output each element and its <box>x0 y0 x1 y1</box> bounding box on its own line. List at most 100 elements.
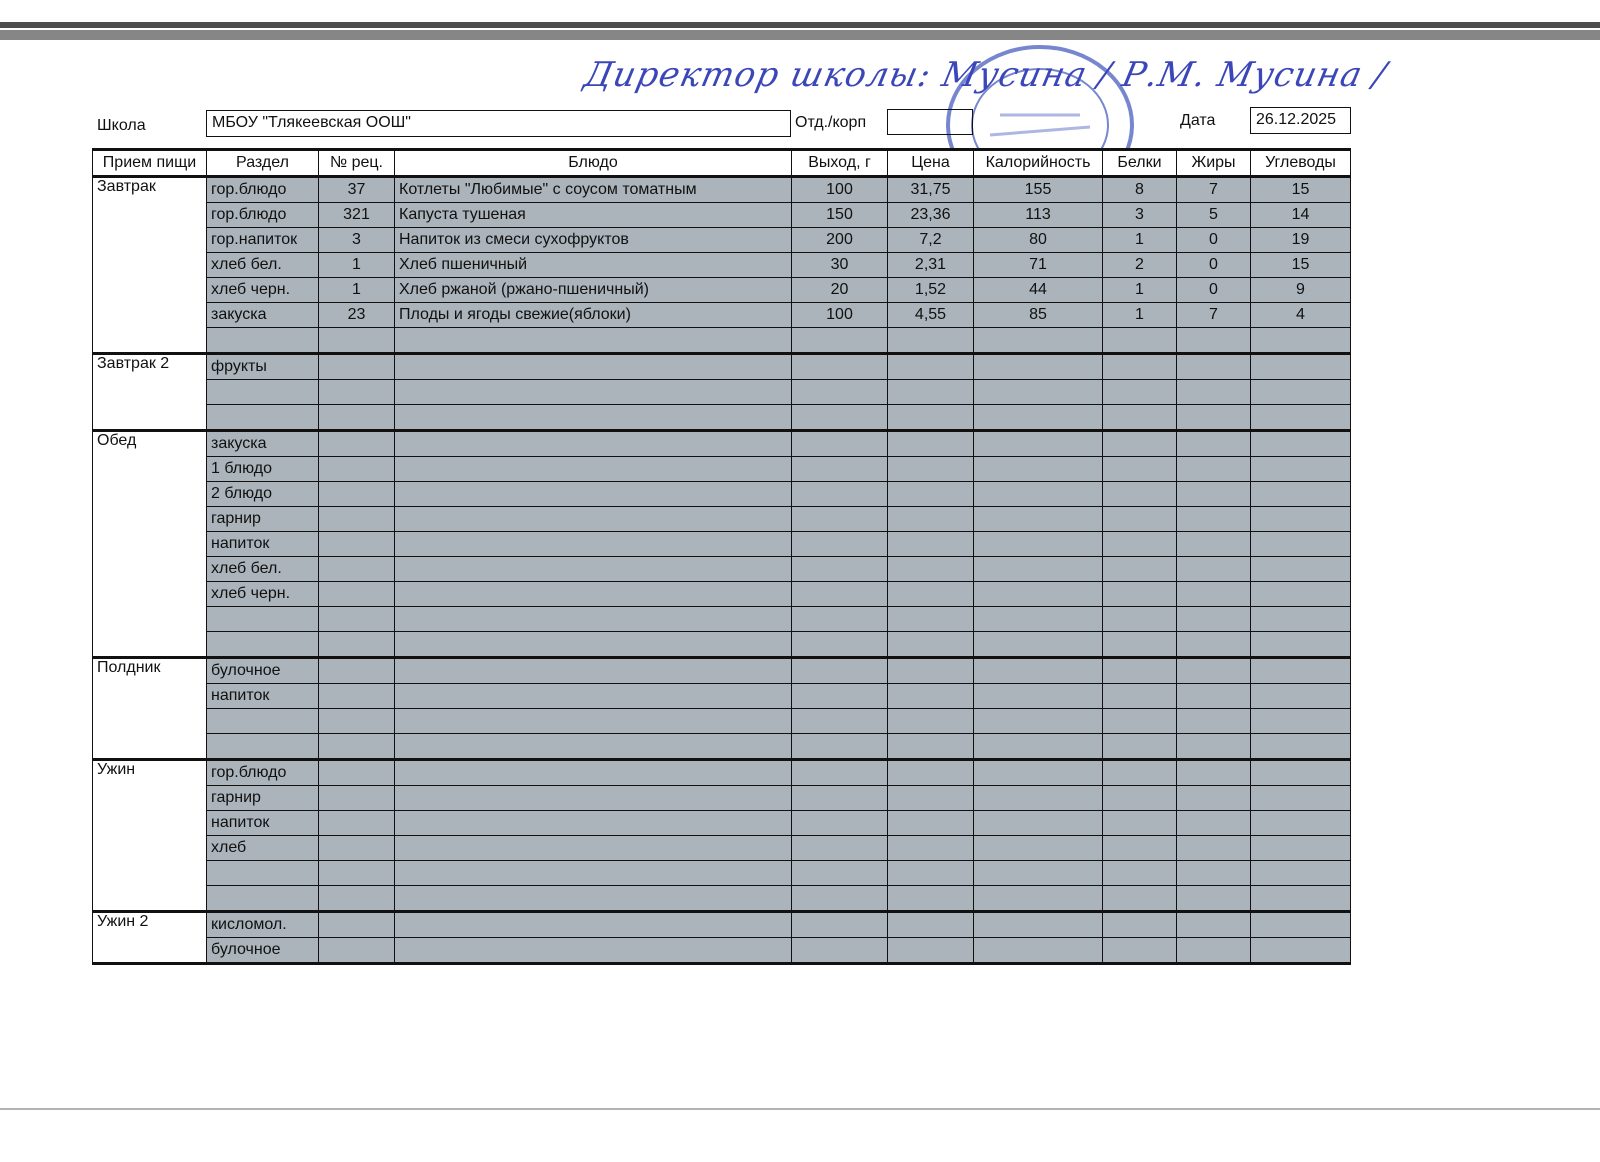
fat-cell: 5 <box>1176 202 1251 228</box>
carbs-cell: 15 <box>1250 176 1351 203</box>
fat-cell <box>1176 404 1251 432</box>
price-cell <box>887 657 974 684</box>
carbs-cell <box>1250 430 1351 457</box>
carbs-cell <box>1250 606 1351 632</box>
dish-cell <box>394 353 792 380</box>
table-row: 2 блюдо <box>93 481 1351 507</box>
dish-cell: Плоды и ягоды свежие(яблоки) <box>394 302 792 328</box>
dish-cell <box>394 456 792 482</box>
carbs-cell <box>1250 937 1351 965</box>
dish-cell: Хлеб ржаной (ржано-пшеничный) <box>394 277 792 303</box>
dish-cell <box>394 404 792 432</box>
carbs-cell <box>1250 379 1351 405</box>
price-cell <box>887 835 974 861</box>
table-row: хлеб <box>93 835 1351 861</box>
protein-cell <box>1102 885 1177 913</box>
dish-cell <box>394 708 792 734</box>
fat-cell <box>1176 759 1251 786</box>
dept-field[interactable] <box>887 109 973 135</box>
column-header-yield: Выход, г <box>791 148 888 178</box>
price-cell <box>887 860 974 886</box>
yield-cell <box>791 353 888 380</box>
fat-cell <box>1176 327 1251 355</box>
calories-cell <box>973 404 1103 432</box>
protein-cell <box>1102 379 1177 405</box>
recipe-no-cell: 1 <box>318 277 395 303</box>
recipe-no-cell <box>318 379 395 405</box>
table-row: 1 блюдо <box>93 456 1351 482</box>
meal-cell: Ужин 2 <box>92 911 207 965</box>
table-row: напиток <box>93 683 1351 709</box>
calories-cell <box>973 481 1103 507</box>
recipe-no-cell <box>318 404 395 432</box>
calories-cell <box>973 683 1103 709</box>
section-cell <box>206 379 319 405</box>
recipe-no-cell <box>318 481 395 507</box>
table-row: гарнир <box>93 785 1351 811</box>
dish-cell <box>394 531 792 557</box>
carbs-cell <box>1250 885 1351 913</box>
table-row: Обед закуска <box>92 430 1351 659</box>
protein-cell <box>1102 810 1177 836</box>
calories-cell <box>973 506 1103 532</box>
carbs-cell <box>1250 785 1351 811</box>
price-cell <box>887 810 974 836</box>
calories-cell <box>973 531 1103 557</box>
table-row: Ужин 2 кисломол. <box>92 911 1351 965</box>
protein-cell <box>1102 556 1177 582</box>
price-cell <box>887 404 974 432</box>
dish-cell: Капуста тушеная <box>394 202 792 228</box>
carbs-cell: 19 <box>1250 227 1351 253</box>
recipe-no-cell <box>318 785 395 811</box>
protein-cell <box>1102 937 1177 965</box>
fat-cell: 0 <box>1176 227 1251 253</box>
protein-cell: 2 <box>1102 252 1177 278</box>
section-cell: булочное <box>206 937 319 965</box>
recipe-no-cell <box>318 631 395 659</box>
price-cell <box>887 506 974 532</box>
section-cell: хлеб черн. <box>206 581 319 607</box>
fat-cell <box>1176 481 1251 507</box>
calories-cell <box>973 556 1103 582</box>
table-row: булочное <box>93 937 1351 965</box>
recipe-no-cell <box>318 556 395 582</box>
recipe-no-cell <box>318 531 395 557</box>
carbs-cell: 14 <box>1250 202 1351 228</box>
table-row: Завтрак 2 фрукты <box>92 353 1351 432</box>
price-cell: 1,52 <box>887 277 974 303</box>
scan-edge-top <box>0 22 1600 28</box>
section-cell: гор.блюдо <box>206 759 319 786</box>
fat-cell <box>1176 860 1251 886</box>
price-cell <box>887 353 974 380</box>
yield-cell <box>791 606 888 632</box>
table-row <box>93 606 1351 632</box>
section-cell: закуска <box>206 430 319 457</box>
table-row: Полдник булочное <box>92 657 1351 761</box>
table-row: гарнир <box>93 506 1351 532</box>
column-header-dish: Блюдо <box>394 148 792 178</box>
yield-cell: 100 <box>791 302 888 328</box>
section-cell: напиток <box>206 683 319 709</box>
table-row: Завтрак гор.блюдо 37 Котлеты "Любимые" с со… <box>92 176 1351 355</box>
carbs-cell <box>1250 581 1351 607</box>
yield-cell <box>791 683 888 709</box>
table-row: напиток <box>93 810 1351 836</box>
yield-cell <box>791 835 888 861</box>
carbs-cell: 4 <box>1250 302 1351 328</box>
carbs-cell <box>1250 556 1351 582</box>
date-field[interactable]: 26.12.2025 <box>1250 107 1351 134</box>
protein-cell: 1 <box>1102 277 1177 303</box>
dish-cell <box>394 885 792 913</box>
table-row <box>93 327 1351 355</box>
yield-cell <box>791 531 888 557</box>
yield-cell: 20 <box>791 277 888 303</box>
table-row: хлеб бел. 1 Хлеб пшеничный 30 2,31 71 2 0 15 <box>93 252 1351 278</box>
calories-cell <box>973 379 1103 405</box>
calories-cell <box>973 860 1103 886</box>
column-header-meal: Прием пищи <box>92 148 207 178</box>
school-field[interactable]: МБОУ "Тлякеевская ООШ" <box>206 110 791 137</box>
fat-cell <box>1176 353 1251 380</box>
protein-cell: 8 <box>1102 176 1177 203</box>
recipe-no-cell <box>318 430 395 457</box>
price-cell <box>887 733 974 761</box>
